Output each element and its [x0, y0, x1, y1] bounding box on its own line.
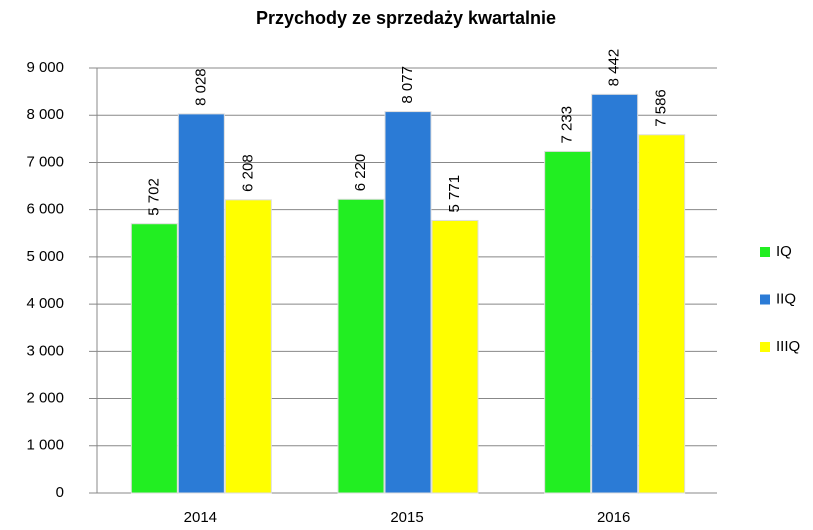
data-label: 7 233 [559, 106, 576, 144]
y-tick-label: 7 000 [26, 153, 64, 170]
bar [431, 219, 479, 494]
legend-label: IIQ [776, 290, 796, 307]
data-label: 6 208 [239, 154, 256, 192]
data-label: 8 028 [192, 68, 209, 106]
x-tick-label: 2016 [597, 509, 630, 526]
bar [638, 134, 686, 494]
y-tick-label: 9 000 [26, 59, 64, 76]
chart-title: Przychody ze sprzedaży kwartalnie [256, 8, 556, 28]
data-label: 5 702 [145, 178, 162, 216]
y-tick-label: 4 000 [26, 295, 64, 312]
bar [337, 198, 385, 494]
y-tick-label: 2 000 [26, 390, 64, 407]
bar [130, 223, 178, 494]
legend-label: IQ [776, 243, 792, 260]
y-tick-label: 3 000 [26, 342, 64, 359]
y-tick-label: 6 000 [26, 201, 64, 218]
data-label: 6 220 [352, 154, 369, 192]
bar [177, 113, 225, 494]
bar [544, 150, 592, 494]
legend-label: IIIQ [776, 338, 800, 355]
y-tick-label: 8 000 [26, 106, 64, 123]
data-label: 5 771 [446, 175, 463, 213]
legend-swatch [760, 342, 770, 352]
data-label: 8 442 [606, 49, 623, 87]
bar [384, 111, 432, 494]
y-tick-label: 1 000 [26, 437, 64, 454]
bar [224, 199, 272, 494]
data-label: 8 077 [399, 66, 416, 104]
legend-swatch [760, 247, 770, 257]
bar [591, 93, 639, 494]
y-tick-label: 5 000 [26, 248, 64, 265]
y-tick-label: 0 [56, 484, 64, 501]
x-tick-label: 2014 [184, 509, 217, 526]
legend-swatch [760, 294, 770, 305]
x-tick-label: 2015 [390, 509, 423, 526]
data-label: 7 586 [653, 89, 670, 127]
